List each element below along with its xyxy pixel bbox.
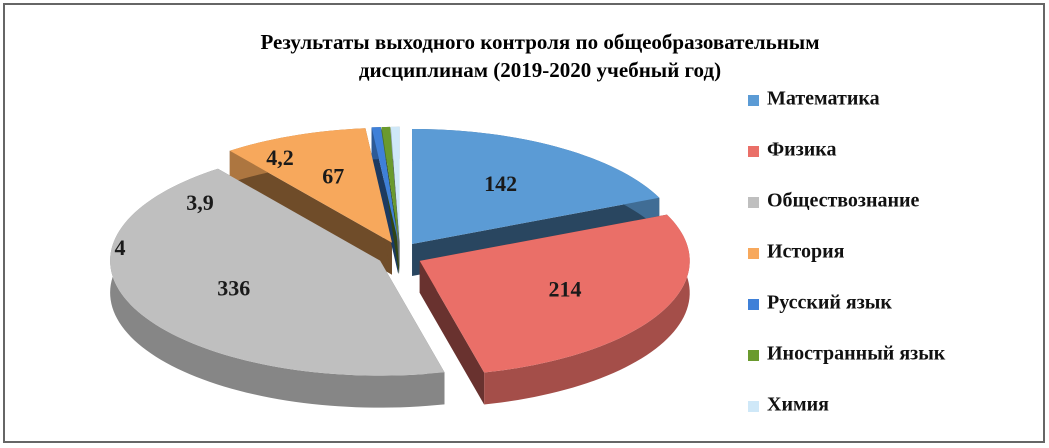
legend-label: Обществознание	[767, 190, 920, 212]
legend-swatch	[748, 197, 759, 208]
legend-label: Русский язык	[767, 292, 892, 314]
slice	[381, 126, 399, 242]
legend-label: История	[767, 241, 845, 263]
slice-side	[229, 150, 393, 275]
slice	[110, 168, 445, 376]
legend-swatch	[748, 248, 759, 259]
chart-title: Результаты выходного контроля по общеобр…	[260, 30, 820, 82]
slice	[371, 127, 399, 242]
legend-swatch	[748, 146, 759, 157]
legend-label: Математика	[767, 88, 880, 110]
data-label: 214	[549, 276, 582, 301]
legend-swatch	[748, 299, 759, 310]
slice	[419, 214, 690, 373]
slice-side	[371, 127, 399, 274]
legend-swatch	[748, 95, 759, 106]
slice-side	[110, 168, 445, 408]
data-label: 336	[217, 275, 250, 300]
data-label: 142	[484, 171, 517, 196]
legend-swatch	[748, 401, 759, 412]
slice-side	[419, 260, 485, 405]
slice-side	[484, 214, 690, 405]
slice	[229, 128, 393, 243]
legend-label: Иностранный язык	[767, 343, 946, 365]
slice	[412, 128, 660, 244]
legend-swatch	[748, 350, 759, 361]
data-label: 4	[115, 235, 126, 260]
data-label: 3,9	[186, 190, 214, 215]
slice	[390, 126, 400, 242]
legend-label: Химия	[767, 394, 829, 416]
data-label: 4,2	[266, 145, 294, 170]
data-label: 67	[322, 163, 344, 188]
title-box: Результаты выходного контроля по общеобр…	[260, 30, 820, 82]
legend-label: Физика	[767, 139, 836, 161]
